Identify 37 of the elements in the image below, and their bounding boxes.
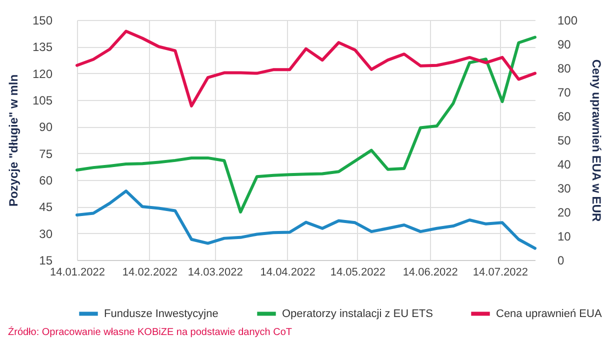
- line-series: [76, 190, 536, 250]
- y2-tick-label: 100: [558, 14, 578, 28]
- y-tick-label: 135: [32, 40, 53, 54]
- y-tick-label: 30: [39, 226, 53, 241]
- y2-axis-title: Ceny uprawnień EUA w EUR: [590, 59, 604, 222]
- y-tick-label: 120: [32, 66, 53, 81]
- text: Źródło: Opracowanie własne KOBiZE na podstawie danych CoT: [8, 327, 292, 338]
- y2-tick-label: 20: [558, 206, 572, 220]
- y-tick-label: 150: [32, 14, 53, 28]
- legend-label: Cena uprawnień EUA: [496, 308, 602, 320]
- y2-tick-label: 60: [558, 110, 572, 124]
- x-tick-label: 14.04.2022: [260, 266, 316, 278]
- y-tick-label: 45: [39, 200, 53, 214]
- legend-label: Operatorzy instalacji z EU ETS: [282, 308, 433, 320]
- y2-tick-label: 50: [558, 134, 572, 148]
- y2-tick-label: 30: [558, 182, 572, 196]
- x-tick-label: 14.05.2022: [330, 266, 386, 278]
- x-tick-label: 14.07.2022: [472, 266, 528, 278]
- x-tick-label: 14.03.2022: [188, 266, 243, 278]
- y2-tick-label: 80: [558, 62, 572, 76]
- y2-tick-label: 10: [558, 230, 572, 244]
- y2-tick-label: 0: [558, 254, 564, 268]
- x-tick-label: 14.01.2022: [50, 266, 106, 278]
- x-tick-label: 14.02.2022: [122, 266, 178, 278]
- y-tick-label: 15: [39, 254, 53, 268]
- y2-tick-label: 70: [558, 86, 572, 100]
- line-series: [76, 36, 536, 214]
- y-axis-title: Pozycje "długie" w mln: [6, 74, 20, 207]
- y2-tick-label: 90: [558, 38, 572, 52]
- y-tick-label: 60: [39, 174, 53, 188]
- y-tick-label: 90: [39, 120, 53, 134]
- line-series: [76, 30, 536, 108]
- legend-label: Fundusze Inwestycyjne: [104, 308, 218, 320]
- y2-tick-label: 40: [558, 158, 572, 172]
- x-tick-label: 14.06.2022: [402, 266, 458, 278]
- y-tick-label: 105: [32, 94, 53, 108]
- y-tick-label: 75: [39, 146, 53, 161]
